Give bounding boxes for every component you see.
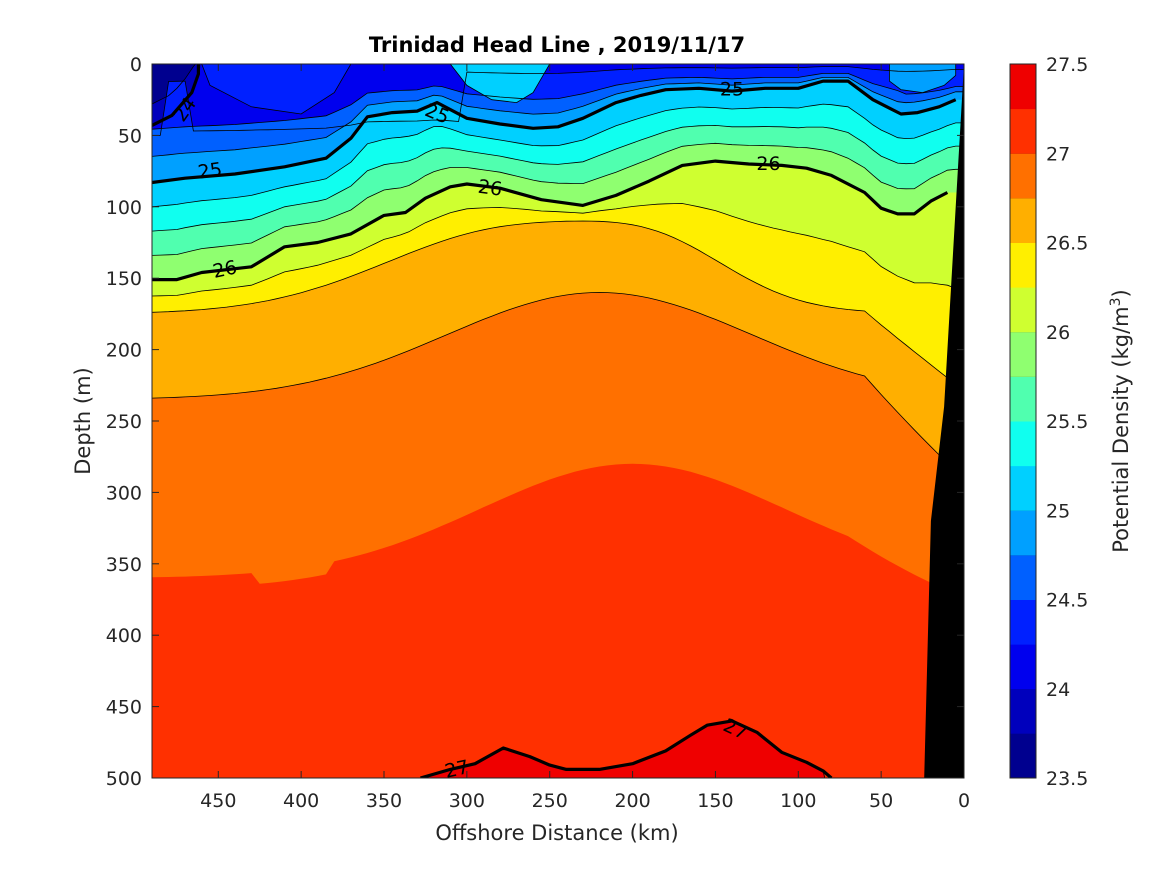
isoline-27 (420, 719, 833, 778)
x-axis-ticks: 450 400 350 300 250 200 150 100 50 0 (200, 64, 970, 812)
x-tick-label: 0 (958, 790, 970, 812)
contour-label: 27 (443, 756, 471, 783)
y-axis-ticks: 0 50 100 150 200 250 300 350 400 450 500 (106, 54, 964, 790)
y-tick-label: 200 (106, 340, 142, 362)
contour-label-text: 25 (720, 79, 744, 101)
contour-label-text: 27 (443, 756, 471, 783)
colorbar-frame (1009, 63, 1037, 779)
thin-contour-line (152, 124, 964, 232)
thin-contour-line (152, 220, 964, 392)
colorbar-label: Potential Density (kg/m3) (1108, 289, 1133, 553)
colorbar-swatch (1010, 688, 1036, 734)
contour-label: 26 (211, 256, 239, 283)
colorbar-tick-label: 26 (1046, 322, 1070, 344)
thin-contour-line (152, 142, 964, 256)
colorbar-tick-label: 27 (1046, 143, 1070, 165)
thin-contour-line (152, 203, 964, 297)
contour-label-text: 26 (211, 256, 239, 283)
thin-contour-line (152, 66, 964, 136)
colorbar-swatch (1010, 644, 1036, 690)
contour-label-text: 26 (756, 153, 780, 175)
fill-layer (425, 720, 825, 778)
x-tick-label: 200 (614, 790, 650, 812)
x-tick-label: 150 (697, 790, 733, 812)
x-tick-label: 250 (532, 790, 568, 812)
colorbar-swatch (1010, 376, 1036, 422)
colorbar-swatch (1010, 287, 1036, 333)
colorbar-swatch (1010, 554, 1036, 600)
y-tick-label: 50 (118, 125, 142, 147)
colorbar-tick-label: 26.5 (1046, 233, 1088, 255)
contour-label: 25 (196, 159, 223, 184)
x-tick-label: 350 (366, 790, 402, 812)
colorbar-swatch (1010, 242, 1036, 288)
colorbar-swatch (1010, 108, 1036, 154)
colorbar-swatch (1010, 331, 1036, 377)
contour-label: 26 (756, 153, 780, 175)
contour-fill-layer (152, 64, 964, 778)
x-tick-label: 400 (283, 790, 319, 812)
colorbar-tick-label: 24 (1046, 679, 1070, 701)
isoline-25 (152, 79, 957, 185)
contour-label: 26 (477, 176, 504, 201)
thin-contour-line (152, 77, 964, 157)
y-tick-label: 0 (130, 54, 142, 76)
colorbar-swatch (1010, 197, 1036, 243)
thin-contour-line (152, 103, 964, 208)
colorbar-swatch (1010, 599, 1036, 645)
contour-label-text: 25 (196, 159, 223, 184)
colorbar-swatch (1010, 465, 1036, 511)
colorbar-tick-label: 24.5 (1046, 590, 1088, 612)
x-tick-label: 50 (869, 790, 893, 812)
colorbar-tick-label: 25 (1046, 500, 1070, 522)
surface-patch (201, 64, 352, 115)
colorbar-swatch (1010, 64, 1036, 110)
colorbar-swatch (1010, 421, 1036, 467)
x-tick-label: 300 (449, 790, 485, 812)
seafloor-mask (924, 64, 964, 778)
colorbar-ticks: 23.5 24 24.5 25 25.5 26 26.5 27 27.5 (1046, 54, 1088, 790)
colorbar-tick-label: 25.5 (1046, 411, 1088, 433)
y-tick-label: 100 (106, 197, 142, 219)
y-tick-label: 250 (106, 411, 142, 433)
colorbar-swatch (1010, 153, 1036, 199)
x-tick-label: 100 (780, 790, 816, 812)
labeled-isolines (152, 64, 957, 778)
fill-layer (152, 463, 964, 778)
contour-label-text: 26 (477, 176, 504, 201)
thin-contour-line (152, 292, 964, 480)
isoline-26 (152, 159, 949, 282)
y-tick-label: 500 (106, 768, 142, 790)
colorbar (1010, 63, 1036, 779)
chart-title: Trinidad Head Line , 2019/11/17 (369, 33, 745, 57)
land-polygon (924, 64, 964, 778)
y-tick-label: 300 (106, 482, 142, 504)
y-tick-label: 450 (106, 697, 142, 719)
y-axis-label: Depth (m) (71, 367, 95, 474)
colorbar-tick-label: 27.5 (1046, 54, 1088, 76)
colorbar-swatch (1010, 510, 1036, 556)
thin-contour-line (152, 73, 964, 130)
colorbar-swatch (1010, 733, 1036, 779)
x-tick-label: 450 (200, 790, 236, 812)
isoline-24 (152, 64, 200, 127)
y-tick-label: 150 (106, 268, 142, 290)
contour-label: 25 (720, 79, 744, 101)
y-tick-label: 350 (106, 554, 142, 576)
x-axis-label: Offshore Distance (km) (435, 821, 678, 845)
y-tick-label: 400 (106, 625, 142, 647)
colorbar-tick-label: 23.5 (1046, 768, 1088, 790)
